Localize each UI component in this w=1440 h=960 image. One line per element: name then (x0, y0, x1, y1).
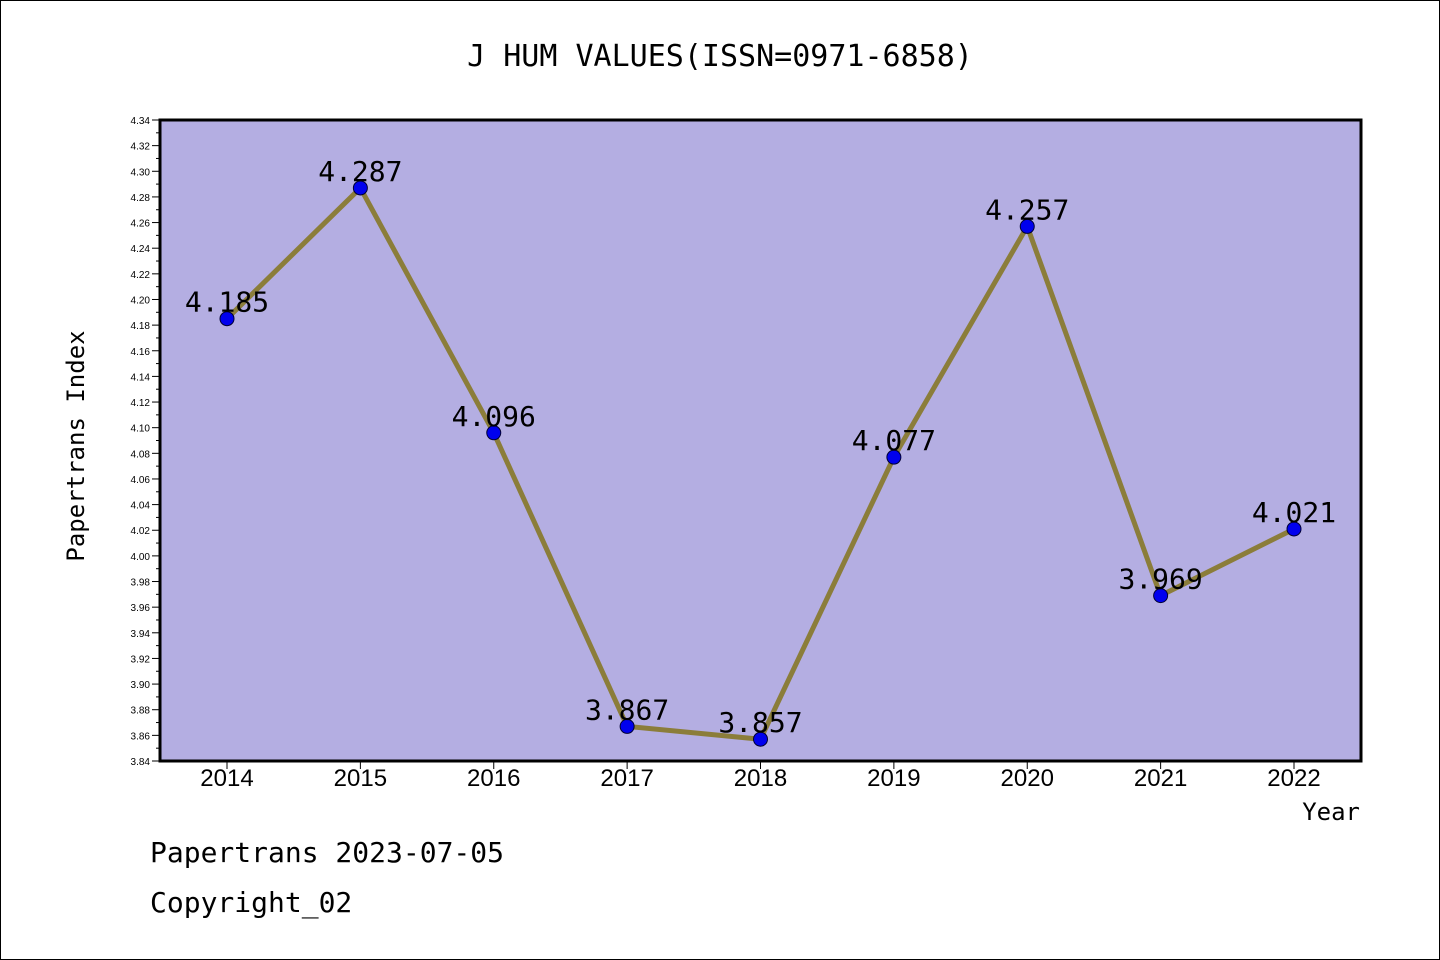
x-tick-label: 2018 (734, 765, 787, 792)
y-tick-label: 3.84 (131, 757, 151, 768)
data-point (1019, 218, 1035, 234)
y-tick-label: 4.24 (131, 244, 151, 255)
x-tick-label: 2021 (1134, 765, 1187, 792)
y-tick-label: 3.90 (131, 680, 151, 691)
x-axis-label: Year (1302, 798, 1360, 826)
y-tick-label: 4.28 (131, 193, 151, 204)
data-label: 3.969 (1118, 563, 1202, 596)
data-label: 4.287 (318, 155, 402, 188)
x-tick-label: 2017 (600, 765, 653, 792)
chart-title: J HUM VALUES(ISSN=0971-6858) (467, 39, 973, 74)
y-tick-label: 3.96 (131, 603, 151, 614)
data-label: 3.867 (585, 693, 669, 726)
data-label: 4.021 (1252, 496, 1336, 529)
data-label: 4.257 (985, 193, 1069, 226)
data-point (486, 425, 502, 441)
y-tick-label: 4.22 (131, 270, 151, 281)
y-tick-label: 4.30 (131, 167, 151, 178)
y-tick-label: 4.20 (131, 295, 151, 306)
x-axis: 2014 2015 2016 2017 2018 2019 2020 2021 2022 (200, 761, 1321, 792)
data-label: 4.185 (185, 286, 269, 319)
x-tick-label: 2019 (867, 765, 920, 792)
data-label: 4.096 (452, 400, 536, 433)
data-point (1153, 588, 1169, 604)
x-tick-label: 2020 (1001, 765, 1054, 792)
y-tick-label: 3.94 (131, 629, 151, 640)
y-tick-label: 4.10 (131, 424, 151, 435)
data-point (619, 718, 635, 734)
y-tick-label: 4.08 (131, 449, 151, 460)
data-points (219, 180, 1302, 747)
y-tick-label: 4.34 (131, 116, 151, 127)
y-tick-label: 4.18 (131, 321, 151, 332)
x-tick-label: 2022 (1267, 765, 1320, 792)
y-tick-label: 4.12 (131, 398, 151, 409)
y-axis-label: Papertrans Index (62, 330, 90, 561)
x-tick-label: 2015 (334, 765, 387, 792)
data-label: 4.077 (852, 424, 936, 457)
y-tick-label: 4.32 (131, 142, 151, 153)
footer-copyright: Copyright_02 (150, 886, 353, 919)
y-tick-label: 4.04 (131, 501, 151, 512)
y-tick-label: 4.14 (131, 372, 151, 383)
footer-date: Papertrans 2023-07-05 (150, 836, 505, 869)
y-tick-label: 4.16 (131, 347, 151, 358)
y-tick-label: 3.92 (131, 654, 151, 665)
data-point (352, 180, 368, 196)
data-point (753, 731, 768, 747)
data-point (886, 449, 902, 465)
x-tick-label: 2016 (467, 765, 520, 792)
y-tick-label: 3.86 (131, 731, 151, 742)
y-axis: 3.84 3.86 3.88 3.90 3.92 3.94 3.96 3.98 4.00 4.02… (131, 116, 160, 768)
y-tick-label: 3.88 (131, 706, 151, 717)
y-tick-label: 4.26 (131, 219, 151, 230)
y-tick-label: 4.06 (131, 475, 151, 486)
y-tick-label: 3.98 (131, 578, 151, 589)
data-label: 3.857 (718, 706, 802, 739)
data-point (219, 311, 235, 327)
y-tick-label: 4.02 (131, 526, 151, 537)
data-labels: 4.185 4.287 4.096 3.867 3.857 4.077 4.257 3.969… (185, 155, 1336, 739)
data-point (1286, 521, 1302, 537)
plot-area (158, 118, 1363, 763)
y-tick-label: 4.00 (131, 552, 151, 563)
x-tick-label: 2014 (200, 765, 253, 792)
